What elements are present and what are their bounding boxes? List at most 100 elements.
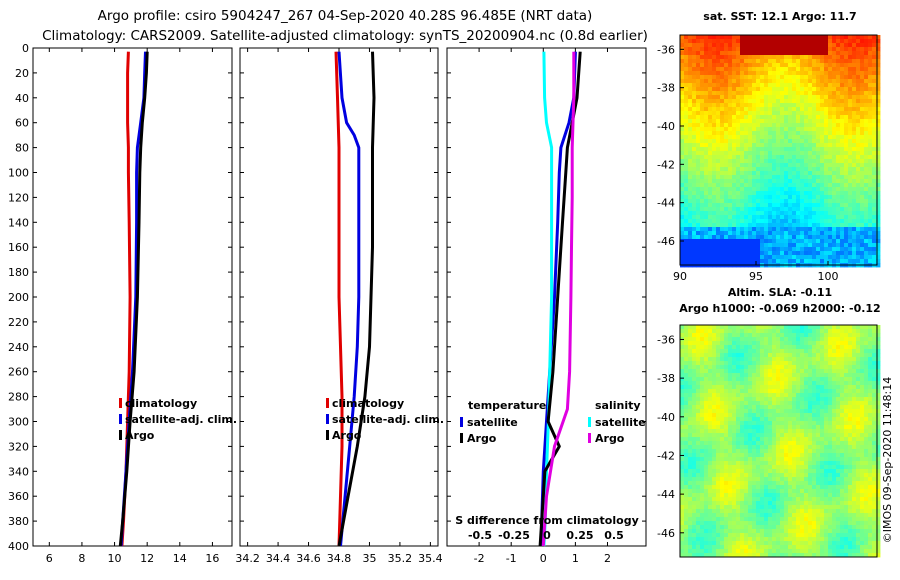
map-cell [724, 325, 729, 330]
map-cell [828, 139, 833, 144]
map-cell [692, 421, 697, 426]
map-cell [732, 183, 737, 188]
map-cell [848, 381, 853, 386]
map-cell [732, 163, 737, 168]
map-cell [852, 207, 857, 212]
map-cell [828, 47, 833, 52]
map-cell [736, 231, 741, 236]
map-cell [688, 35, 693, 40]
map-cell [840, 183, 845, 188]
map-cell [792, 405, 797, 410]
map-cell [832, 361, 837, 366]
map-cell [704, 393, 709, 398]
map-cell [740, 79, 745, 84]
map-cell [848, 373, 853, 378]
map-cell [728, 195, 733, 200]
map-cell [688, 151, 693, 156]
map-cell [840, 405, 845, 410]
map-cell [688, 139, 693, 144]
map-cell [692, 143, 697, 148]
map-cell [800, 441, 805, 446]
map-cell [740, 139, 745, 144]
map-cell [808, 59, 813, 64]
map-cell [720, 235, 725, 240]
sst-map [680, 35, 881, 268]
map-cell [736, 409, 741, 414]
map-cell [792, 231, 797, 236]
map-cell [864, 235, 869, 240]
map-cell [832, 353, 837, 358]
map-cell [712, 155, 717, 160]
map-cell [864, 111, 869, 116]
map-cell [796, 377, 801, 382]
y-tick-label: 120 [8, 191, 29, 204]
map-cell [760, 469, 765, 474]
map-cell [748, 255, 753, 260]
map-cell [804, 51, 809, 56]
map-cell [760, 243, 765, 248]
map-cell [804, 207, 809, 212]
map-cell [800, 453, 805, 458]
map-cell [792, 151, 797, 156]
map-cell [756, 429, 761, 434]
map-cell [764, 227, 769, 232]
map-cell [712, 67, 717, 72]
map-cell [872, 179, 877, 184]
map-cell [860, 373, 865, 378]
map-cell [776, 35, 781, 40]
map-cell [712, 255, 717, 260]
map-cell [724, 255, 729, 260]
map-cell [764, 171, 769, 176]
map-cell [816, 143, 821, 148]
map-cell [844, 409, 849, 414]
map-cell [872, 107, 877, 112]
map-cell [852, 251, 857, 256]
map-cell [680, 449, 685, 454]
map-cell [840, 243, 845, 248]
map-cell [752, 417, 757, 422]
map-cell [864, 373, 869, 378]
map-cell [720, 207, 725, 212]
map-cell [804, 159, 809, 164]
map-cell [820, 63, 825, 68]
map-cell [760, 417, 765, 422]
map-cell [796, 47, 801, 52]
map-cell [856, 95, 861, 100]
map-y-tick-label: -40 [657, 120, 675, 133]
map-cell [800, 39, 805, 44]
map-cell [716, 195, 721, 200]
map-cell [684, 151, 689, 156]
map-cell [740, 397, 745, 402]
map-cell [708, 235, 713, 240]
x-tick-label: 0 [540, 552, 547, 565]
map-cell [724, 445, 729, 450]
map-cell [748, 171, 753, 176]
map-cell [856, 171, 861, 176]
map-cell [756, 441, 761, 446]
map-cell [708, 219, 713, 224]
map-cell [784, 95, 789, 100]
map-cell [680, 345, 685, 350]
map-cell [792, 71, 797, 76]
map-cell [704, 47, 709, 52]
map-cell [788, 119, 793, 124]
map-cell [708, 337, 713, 342]
map-cell [828, 75, 833, 80]
map-cell [796, 259, 801, 264]
map-cell [712, 47, 717, 52]
map-cell [700, 123, 705, 128]
map-cell [860, 67, 865, 72]
legend-title-temperature: temperature [468, 399, 546, 412]
map-cell [848, 251, 853, 256]
map-cell [784, 147, 789, 152]
map-cell [752, 409, 757, 414]
map-cell [716, 155, 721, 160]
map-cell [776, 135, 781, 140]
map-cell [712, 183, 717, 188]
sla-map-panel: Altim. SLA: -0.11 Argo h1000: -0.069 h20… [657, 286, 881, 558]
map-cell [756, 179, 761, 184]
map-cell [784, 393, 789, 398]
map-cell [704, 183, 709, 188]
map-cell [792, 55, 797, 60]
map-cell [840, 461, 845, 466]
